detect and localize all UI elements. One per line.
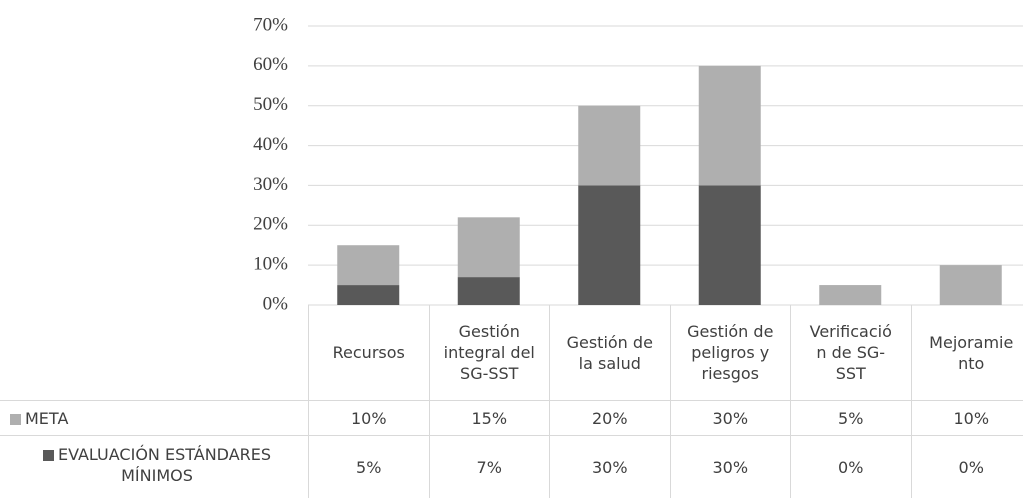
legend-key [10,414,21,425]
bar-segment [457,217,520,278]
data-table-value: 30% [669,435,790,498]
category-label: Gestión de peligros y riesgos [669,305,791,400]
y-tick-label: 0% [263,293,289,314]
data-table-value: 10% [910,400,1023,435]
data-table-value: 0% [790,435,911,498]
y-tick-label: 30% [253,174,288,195]
category-label: Verificación de SG-SST [790,305,911,400]
bar-segment [578,185,641,305]
category-label: Gestión de la salud [549,305,670,400]
data-table-value: 30% [669,400,790,435]
bar-segment [578,105,641,186]
legend-label: META [25,409,69,428]
data-table-value: 5% [790,400,911,435]
data-table-value: 0% [910,435,1023,498]
y-tick-label: 50% [253,94,288,115]
y-tick-label: 10% [253,254,288,275]
data-table-value: 10% [308,400,429,435]
data-table-value: 20% [549,400,670,435]
category-label: Mejoramiento [910,305,1023,400]
y-tick-label: 60% [253,54,288,75]
bar-segment [939,265,1002,305]
legend-key [42,450,54,461]
bar-segment [457,277,520,305]
bar-segment [698,185,761,305]
y-tick-label: 70% [253,14,288,35]
category-label: Recursos [308,305,429,400]
data-table-value: 5% [308,435,429,498]
data-table-value: 30% [549,435,670,498]
y-tick-label: 20% [253,214,288,235]
bar-segment [337,245,400,286]
data-table-value: 7% [428,435,549,498]
legend-entry: META [0,400,308,435]
y-tick-label: 40% [253,134,288,155]
bar-segment [698,65,761,186]
category-label: Gestión integral del SG-SST [428,305,550,400]
data-table-value: 15% [428,400,549,435]
legend-label: EVALUACIÓN ESTÁNDARES MÍNIMOS [57,445,272,485]
bar-segment [337,285,400,305]
bar-segment [819,285,882,305]
legend-entry: EVALUACIÓN ESTÁNDARES MÍNIMOS [0,435,308,498]
